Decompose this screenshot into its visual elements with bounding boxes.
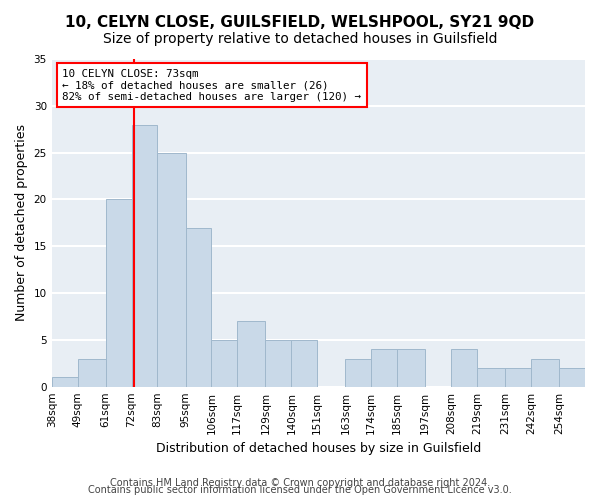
Bar — [131, 124, 157, 386]
Bar — [451, 349, 477, 387]
Bar — [346, 358, 371, 386]
Text: 10, CELYN CLOSE, GUILSFIELD, WELSHPOOL, SY21 9QD: 10, CELYN CLOSE, GUILSFIELD, WELSHPOOL, … — [65, 15, 535, 30]
Bar — [371, 349, 397, 387]
Bar — [559, 368, 585, 386]
Y-axis label: Number of detached properties: Number of detached properties — [15, 124, 28, 322]
Text: Contains public sector information licensed under the Open Government Licence v3: Contains public sector information licen… — [88, 485, 512, 495]
Bar — [531, 358, 559, 386]
Bar — [77, 358, 106, 386]
Bar — [505, 368, 531, 386]
Bar — [237, 321, 265, 386]
Bar — [211, 340, 237, 386]
Text: Contains HM Land Registry data © Crown copyright and database right 2024.: Contains HM Land Registry data © Crown c… — [110, 478, 490, 488]
Text: 10 CELYN CLOSE: 73sqm
← 18% of detached houses are smaller (26)
82% of semi-deta: 10 CELYN CLOSE: 73sqm ← 18% of detached … — [62, 69, 361, 102]
Bar — [292, 340, 317, 386]
Bar — [477, 368, 505, 386]
Bar — [106, 200, 131, 386]
X-axis label: Distribution of detached houses by size in Guilsfield: Distribution of detached houses by size … — [156, 442, 481, 455]
Text: Size of property relative to detached houses in Guilsfield: Size of property relative to detached ho… — [103, 32, 497, 46]
Bar — [157, 152, 185, 386]
Bar — [52, 378, 77, 386]
Bar — [265, 340, 292, 386]
Bar — [185, 228, 211, 386]
Bar — [397, 349, 425, 387]
